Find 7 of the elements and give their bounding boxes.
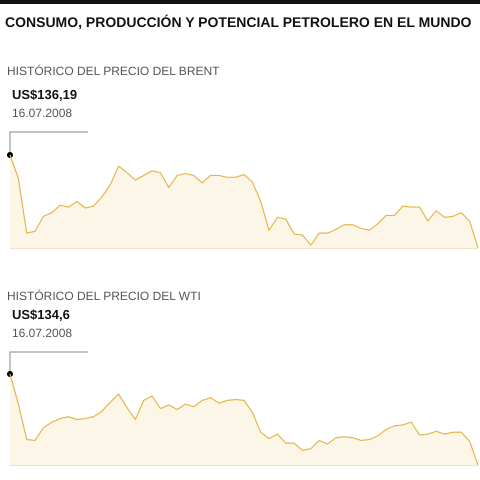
text: 16.07.2008 (12, 106, 72, 120)
chart-title: CONSUMO, PRODUCCIÓN Y POTENCIAL PETROLERO EN EL MUNDO (5, 14, 472, 30)
text: US$136,19 (12, 87, 78, 102)
text: US$134,6 (12, 307, 70, 322)
text: 16.07.2008 (12, 326, 72, 340)
chart-title: HISTÓRICO DEL PRECIO DEL WTI (7, 289, 201, 303)
chart-subtitle: HISTÓRICO DEL PRECIO DEL BRENT (7, 64, 220, 78)
